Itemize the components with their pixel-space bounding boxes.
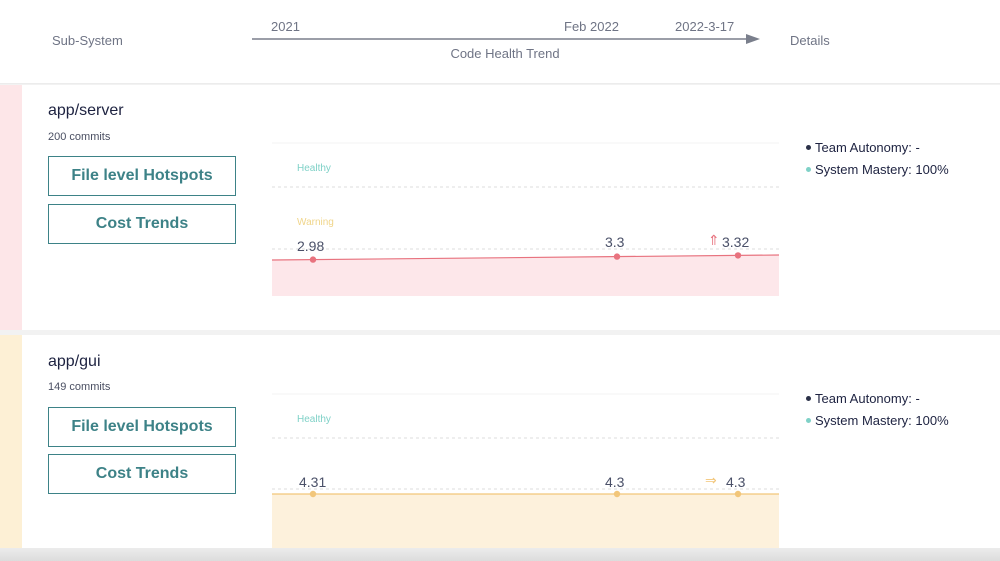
details-column-label: Details <box>790 33 830 48</box>
value-label-mid: 4.3 <box>605 474 625 490</box>
arrow-up-icon: ⇑ <box>708 232 720 248</box>
value-label-end: 4.3 <box>726 474 746 490</box>
arrow-right-icon: ⇒ <box>705 472 717 488</box>
team-autonomy-text: Team Autonomy: - <box>815 390 920 406</box>
value-label-start: 4.31 <box>299 474 327 490</box>
table-header: Sub-System 2021 Feb 2022 2022-3-17 Code … <box>0 0 1000 84</box>
details-panel: Team Autonomy: - System Mastery: 100% <box>806 136 949 180</box>
bullet-icon <box>806 417 811 423</box>
timeline-start-label: 2021 <box>271 19 300 34</box>
system-mastery: System Mastery: 100% <box>806 158 949 180</box>
cost-trends-button[interactable]: Cost Trends <box>48 204 236 244</box>
system-mastery-text: System Mastery: 100% <box>815 161 949 177</box>
warning-zone-label: Warning <box>297 217 334 228</box>
subsystem-column-label: Sub-System <box>52 33 123 48</box>
data-point[interactable] <box>613 253 621 260</box>
data-point[interactable] <box>613 490 621 498</box>
timeline-mid-label: Feb 2022 <box>564 19 619 34</box>
details-panel: Team Autonomy: - System Mastery: 100% <box>806 387 949 431</box>
data-point[interactable] <box>309 490 317 498</box>
subsystem-row-server: app/server 200 commits File level Hotspo… <box>0 85 1000 330</box>
healthy-zone-label: Healthy <box>297 163 331 174</box>
data-point[interactable] <box>734 490 742 498</box>
chart-canvas <box>272 142 779 296</box>
bullet-icon <box>806 144 811 150</box>
commit-count: 149 commits <box>48 381 111 393</box>
page-bottom-edge <box>0 548 1000 561</box>
data-point[interactable] <box>309 256 317 263</box>
timeline-arrow-icon <box>252 34 760 44</box>
subsystem-row-gui: app/gui 149 commits File level Hotspots … <box>0 335 1000 548</box>
bullet-icon <box>806 395 811 401</box>
timeline-end-label: 2022-3-17 <box>675 19 735 34</box>
commit-count: 200 commits <box>48 131 111 143</box>
healthy-zone-label: Healthy <box>297 414 331 425</box>
subsystem-name: app/server <box>48 102 124 119</box>
value-label-end: 3.32 <box>722 234 750 250</box>
team-autonomy: Team Autonomy: - <box>806 387 949 409</box>
file-level-hotspots-button[interactable]: File level Hotspots <box>48 407 236 447</box>
code-health-chart: Healthy 4.31 4.3 ⇒ 4.3 <box>272 393 779 548</box>
system-mastery: System Mastery: 100% <box>806 409 949 431</box>
subsystem-name: app/gui <box>48 353 101 370</box>
file-level-hotspots-button[interactable]: File level Hotspots <box>48 156 236 196</box>
system-mastery-text: System Mastery: 100% <box>815 412 949 428</box>
value-label-mid: 3.3 <box>605 234 625 250</box>
cost-trends-button[interactable]: Cost Trends <box>48 454 236 494</box>
health-stripe <box>0 335 22 548</box>
chart-canvas <box>272 393 779 548</box>
data-point[interactable] <box>734 252 742 259</box>
health-stripe <box>0 85 22 330</box>
value-label-start: 2.98 <box>297 238 325 254</box>
team-autonomy-text: Team Autonomy: - <box>815 139 920 155</box>
code-health-chart: Healthy Warning 2.98 3.3 ⇑ 3.32 <box>272 142 779 296</box>
code-health-trend-label: Code Health Trend <box>450 46 560 61</box>
bullet-icon <box>806 166 811 172</box>
team-autonomy: Team Autonomy: - <box>806 136 949 158</box>
